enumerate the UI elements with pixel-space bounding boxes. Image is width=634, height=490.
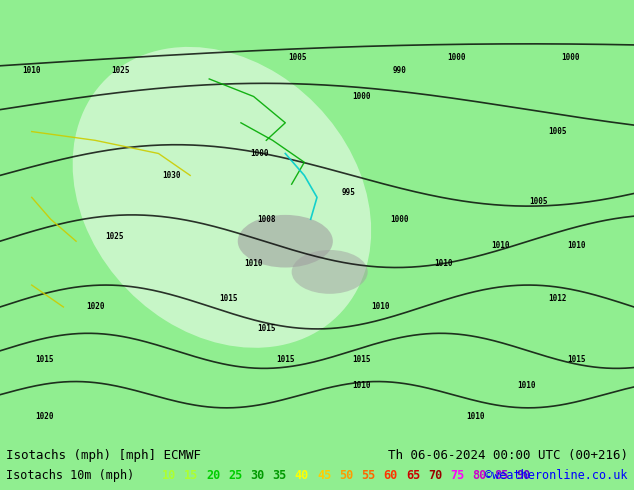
Text: Th 06-06-2024 00:00 UTC (00+216): Th 06-06-2024 00:00 UTC (00+216) xyxy=(387,449,628,462)
Text: 1005: 1005 xyxy=(288,52,307,62)
Text: 90: 90 xyxy=(517,469,531,482)
Text: 1012: 1012 xyxy=(548,294,567,303)
Text: 1000: 1000 xyxy=(561,52,580,62)
Text: Isotachs (mph) [mph] ECMWF: Isotachs (mph) [mph] ECMWF xyxy=(6,449,202,462)
Text: 1010: 1010 xyxy=(371,302,390,312)
Text: 85: 85 xyxy=(495,469,508,482)
Text: 70: 70 xyxy=(428,469,442,482)
Text: 1010: 1010 xyxy=(434,259,453,268)
Text: Isotachs 10m (mph): Isotachs 10m (mph) xyxy=(6,469,134,482)
Text: 1010: 1010 xyxy=(352,381,371,391)
Text: 1030: 1030 xyxy=(162,171,181,180)
Text: 1010: 1010 xyxy=(567,241,586,250)
Text: 1005: 1005 xyxy=(548,127,567,136)
Text: 995: 995 xyxy=(342,189,356,197)
Text: 1015: 1015 xyxy=(567,355,586,364)
Text: 20: 20 xyxy=(206,469,220,482)
Text: 1000: 1000 xyxy=(390,215,409,224)
Text: 1005: 1005 xyxy=(529,197,548,206)
Text: ©weatheronline.co.uk: ©weatheronline.co.uk xyxy=(485,469,628,482)
Text: 55: 55 xyxy=(361,469,375,482)
Text: 1010: 1010 xyxy=(466,412,485,421)
Text: 60: 60 xyxy=(384,469,398,482)
Text: 1025: 1025 xyxy=(111,66,130,74)
Text: 1020: 1020 xyxy=(35,412,54,421)
Text: 1008: 1008 xyxy=(257,215,276,224)
Text: 30: 30 xyxy=(250,469,264,482)
Text: 80: 80 xyxy=(472,469,486,482)
Text: 1000: 1000 xyxy=(447,52,466,62)
Text: 40: 40 xyxy=(295,469,309,482)
Text: 1010: 1010 xyxy=(22,66,41,74)
Text: 35: 35 xyxy=(273,469,287,482)
Text: 1000: 1000 xyxy=(250,149,269,158)
Text: 1025: 1025 xyxy=(105,232,124,241)
Text: 10: 10 xyxy=(162,469,176,482)
Text: 75: 75 xyxy=(450,469,464,482)
Text: 15: 15 xyxy=(184,469,198,482)
Text: 1010: 1010 xyxy=(491,241,510,250)
Text: 1010: 1010 xyxy=(517,381,536,391)
Text: 50: 50 xyxy=(339,469,353,482)
Ellipse shape xyxy=(238,215,333,268)
Text: 25: 25 xyxy=(228,469,242,482)
Text: 1015: 1015 xyxy=(219,294,238,303)
Text: 1015: 1015 xyxy=(257,324,276,333)
Text: 1015: 1015 xyxy=(35,355,54,364)
Text: 1015: 1015 xyxy=(352,355,371,364)
Ellipse shape xyxy=(292,250,368,294)
Ellipse shape xyxy=(73,47,371,348)
Text: 1010: 1010 xyxy=(244,259,263,268)
Text: 65: 65 xyxy=(406,469,420,482)
Text: 1000: 1000 xyxy=(352,92,371,101)
Text: 1015: 1015 xyxy=(276,355,295,364)
Text: 990: 990 xyxy=(392,66,406,74)
Text: 1020: 1020 xyxy=(86,302,105,312)
Text: 45: 45 xyxy=(317,469,331,482)
